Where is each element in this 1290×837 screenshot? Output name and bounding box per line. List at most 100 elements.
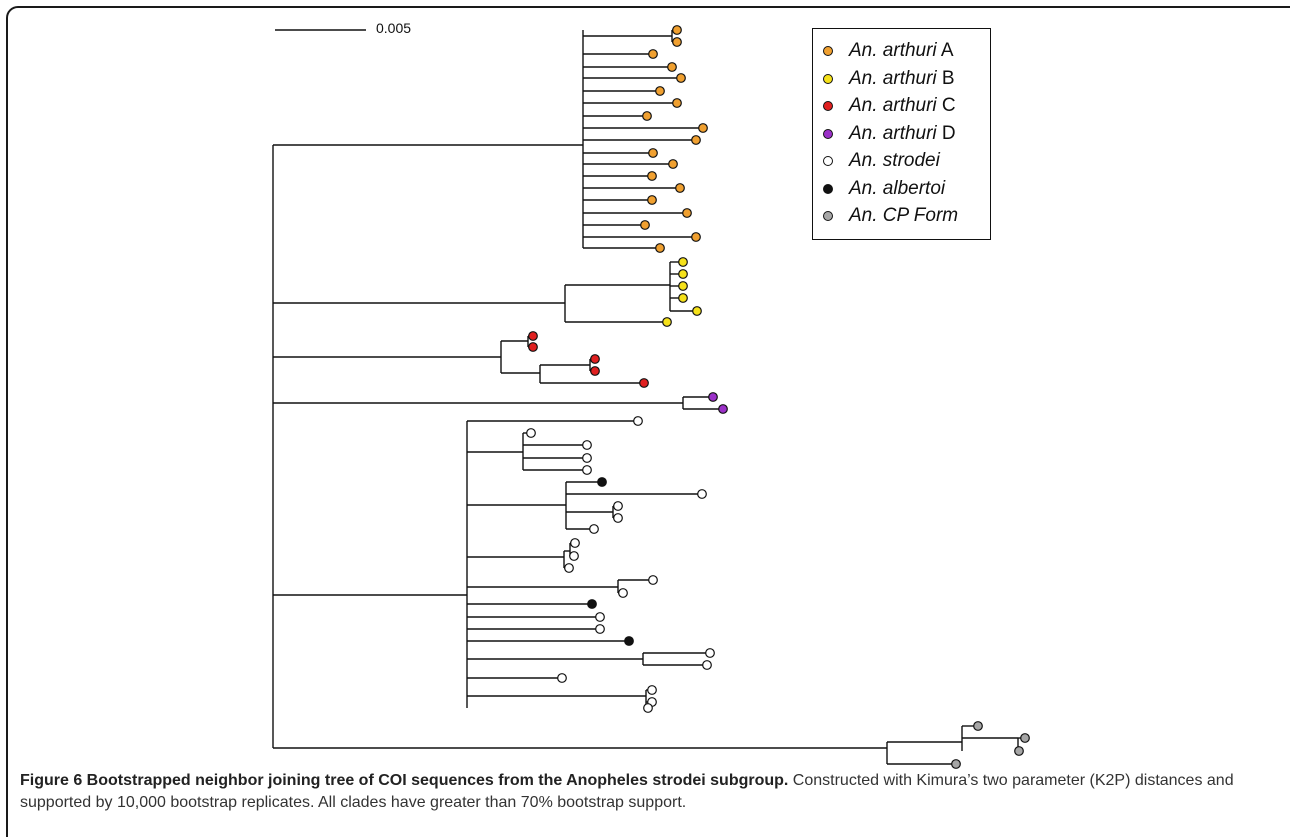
tip-marker bbox=[587, 599, 597, 609]
tip-marker bbox=[672, 25, 682, 35]
legend-species-name: An. CP Form bbox=[849, 205, 959, 226]
tip-marker bbox=[708, 392, 718, 402]
tip-marker bbox=[597, 477, 607, 487]
legend-label: An. CP Form bbox=[849, 205, 958, 227]
legend-marker bbox=[823, 128, 833, 139]
tip-marker bbox=[582, 465, 592, 475]
tip-marker bbox=[668, 159, 678, 169]
tip-marker bbox=[648, 148, 658, 158]
tip-marker bbox=[647, 195, 657, 205]
tip-marker bbox=[569, 551, 579, 561]
tip-marker bbox=[526, 428, 536, 438]
tip-marker bbox=[705, 648, 715, 658]
tip-marker bbox=[678, 293, 688, 303]
legend-species-name: An. arthuri bbox=[849, 40, 937, 61]
tip-marker bbox=[1020, 733, 1030, 743]
tip-marker bbox=[582, 453, 592, 463]
legend-item: An. arthuri A bbox=[823, 39, 954, 63]
legend-marker bbox=[823, 211, 833, 221]
tip-marker bbox=[676, 73, 686, 83]
tip-marker bbox=[564, 563, 574, 573]
tip-marker bbox=[951, 759, 961, 769]
legend-marker bbox=[823, 101, 833, 111]
tip-marker bbox=[672, 98, 682, 108]
scale-bar-label: 0.005 bbox=[376, 20, 412, 36]
legend-item: An. strodei bbox=[823, 149, 940, 173]
tip-marker bbox=[642, 111, 652, 121]
legend-marker bbox=[823, 46, 833, 56]
legend-species-name: An. strodei bbox=[849, 150, 940, 171]
legend-item: An. arthuri C bbox=[823, 94, 956, 118]
tip-marker bbox=[973, 721, 983, 731]
legend-label: An. arthuri D bbox=[849, 123, 956, 145]
tip-marker bbox=[557, 673, 567, 683]
legend-item: An. arthuri D bbox=[823, 122, 956, 146]
tip-marker bbox=[655, 86, 665, 96]
legend-item: An. albertoi bbox=[823, 177, 945, 201]
tip-marker bbox=[647, 685, 657, 695]
legend-species-name: An. arthuri bbox=[849, 67, 937, 89]
tip-marker bbox=[639, 378, 649, 388]
legend-label: An. strodei bbox=[849, 150, 940, 172]
tip-marker bbox=[570, 538, 580, 548]
tip-marker bbox=[682, 208, 692, 218]
legend-species-name: An. arthuri bbox=[849, 95, 937, 116]
legend-marker bbox=[823, 73, 833, 84]
tip-marker bbox=[595, 624, 605, 634]
legend-label: An. albertoi bbox=[849, 178, 945, 200]
tip-marker bbox=[624, 636, 634, 646]
legend-species-name: An. albertoi bbox=[849, 177, 946, 199]
tip-marker bbox=[633, 416, 643, 426]
legend-label: An. arthuri B bbox=[849, 68, 955, 90]
tip-marker bbox=[655, 243, 665, 253]
tip-marker bbox=[528, 342, 538, 352]
tip-marker bbox=[678, 257, 688, 267]
tip-marker bbox=[691, 232, 701, 242]
legend-item: An. arthuri B bbox=[823, 67, 955, 91]
figure-panel bbox=[6, 6, 1290, 837]
legend-species-name: An. arthuri bbox=[849, 122, 937, 144]
tip-marker bbox=[675, 183, 685, 193]
tip-marker bbox=[718, 404, 728, 414]
tip-marker bbox=[678, 281, 688, 291]
tip-marker bbox=[698, 123, 708, 133]
tip-marker bbox=[618, 588, 628, 598]
tip-marker bbox=[648, 575, 658, 585]
tip-marker bbox=[1014, 746, 1024, 756]
tip-marker bbox=[590, 354, 600, 364]
tip-marker bbox=[582, 440, 592, 450]
tip-marker bbox=[692, 306, 702, 316]
tip-marker bbox=[613, 501, 623, 511]
legend-label: An. arthuri A bbox=[849, 40, 954, 62]
figure-caption: Figure 6 Bootstrapped neighbor joining t… bbox=[20, 770, 1280, 814]
tip-marker bbox=[672, 37, 682, 47]
tip-marker bbox=[662, 317, 672, 327]
tip-marker bbox=[648, 49, 658, 59]
legend-label: An. arthuri C bbox=[849, 95, 956, 117]
tip-marker bbox=[691, 135, 701, 145]
tip-marker bbox=[528, 331, 538, 341]
tip-marker bbox=[590, 366, 600, 376]
caption-body: Constructed with Kimura’s two parameter … bbox=[20, 772, 1234, 811]
legend-marker bbox=[823, 156, 833, 166]
tip-marker bbox=[613, 513, 623, 523]
tip-marker bbox=[702, 660, 712, 670]
tip-marker bbox=[647, 171, 657, 181]
legend-suffix: C bbox=[936, 95, 956, 116]
tip-marker bbox=[678, 269, 688, 279]
tip-marker bbox=[640, 220, 650, 230]
legend-suffix: B bbox=[936, 67, 955, 89]
tip-marker bbox=[595, 612, 605, 622]
tip-marker bbox=[643, 703, 653, 713]
legend-item: An. CP Form bbox=[823, 204, 958, 228]
legend-marker bbox=[823, 183, 833, 194]
legend-suffix: D bbox=[936, 122, 956, 144]
tip-marker bbox=[697, 489, 707, 499]
caption-title: Figure 6 Bootstrapped neighbor joining t… bbox=[20, 772, 789, 789]
tip-marker bbox=[667, 62, 677, 72]
tip-marker bbox=[589, 524, 599, 534]
legend-suffix: A bbox=[936, 40, 954, 61]
